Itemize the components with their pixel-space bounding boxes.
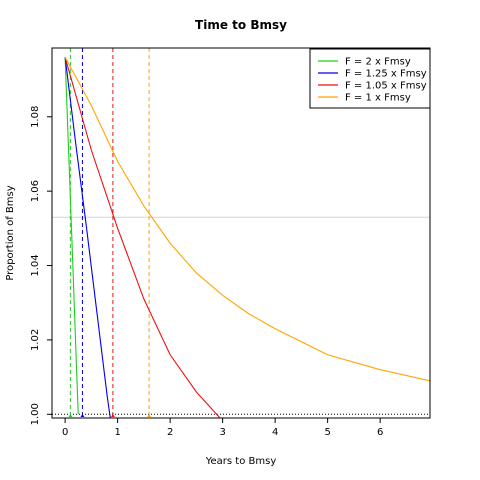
crossing-marker-1 xyxy=(80,414,85,417)
x-tick-label-5: 5 xyxy=(324,427,330,438)
x-tick-label-2: 2 xyxy=(167,427,173,438)
x-tick-label-3: 3 xyxy=(219,427,225,438)
x-tick-label-6: 6 xyxy=(377,427,383,438)
y-tick-label-1: 1.02 xyxy=(30,329,41,351)
x-tick-label-0: 0 xyxy=(62,427,68,438)
y-tick-label-4: 1.08 xyxy=(30,106,41,128)
y-axis-label: Proportion of Bmsy xyxy=(5,185,16,280)
crossing-marker-2 xyxy=(110,414,115,417)
plot-frame xyxy=(51,47,431,419)
y-tick-label-0: 1.00 xyxy=(30,403,41,425)
y-tick-label-3: 1.06 xyxy=(30,180,41,202)
legend-label-3: F = 1 x Fmsy xyxy=(345,93,411,104)
legend-label-0: F = 2 x Fmsy xyxy=(345,57,411,68)
series-line-0 xyxy=(64,57,79,415)
series-line-2 xyxy=(64,57,221,418)
crossing-marker-3 xyxy=(147,414,152,417)
x-tick-label-4: 4 xyxy=(272,427,278,438)
chart-title: Time to Bmsy xyxy=(195,18,287,32)
plot-area: 0 1 2 3 4 5 6 1.00 1.02 1.04 1.06 1.08 xyxy=(30,47,431,438)
legend-label-2: F = 1.05 x Fmsy xyxy=(345,81,427,92)
y-tick-label-2: 1.04 xyxy=(30,254,41,276)
x-tick-label-1: 1 xyxy=(114,427,120,438)
legend-box xyxy=(309,48,431,109)
plot-clip-group xyxy=(52,48,430,418)
legend-label-1: F = 1.25 x Fmsy xyxy=(345,69,427,80)
series-line-1 xyxy=(64,57,111,418)
series-line-3 xyxy=(64,57,430,382)
x-axis-label: Years to Bmsy xyxy=(205,456,277,467)
crossing-marker-0 xyxy=(68,414,73,417)
